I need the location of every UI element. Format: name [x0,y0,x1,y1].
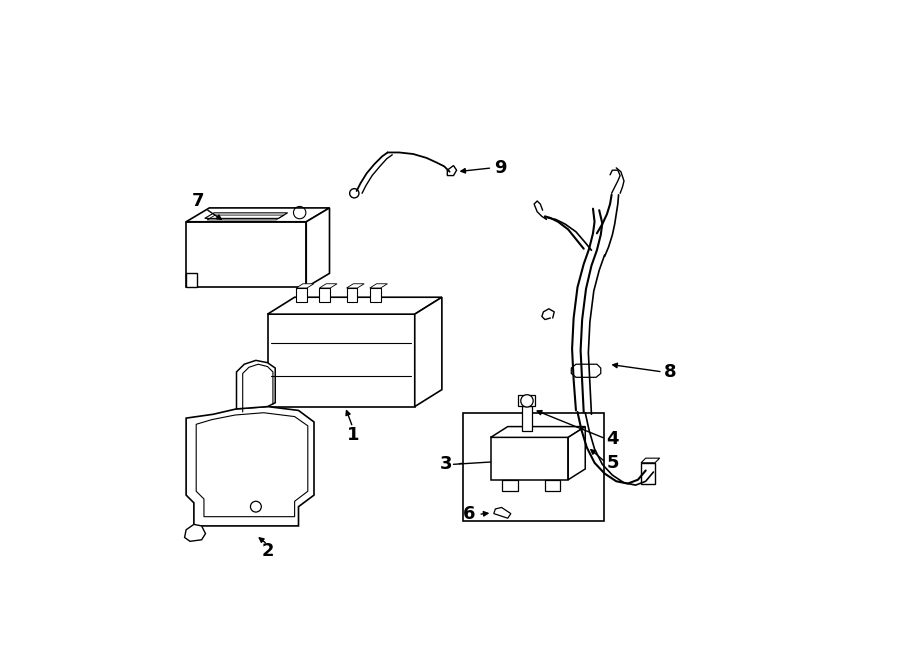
Text: 6: 6 [463,506,475,524]
Circle shape [521,395,533,407]
Text: 7: 7 [192,192,204,210]
Polygon shape [186,407,314,526]
Text: 2: 2 [261,542,274,561]
Polygon shape [641,458,660,463]
Text: 9: 9 [494,159,506,177]
Polygon shape [296,284,314,288]
Polygon shape [502,480,518,490]
Polygon shape [370,284,387,288]
Polygon shape [186,208,329,222]
Polygon shape [320,284,338,288]
Polygon shape [370,288,381,302]
Polygon shape [346,288,357,302]
Polygon shape [568,426,585,480]
Polygon shape [518,395,536,407]
Polygon shape [572,364,601,377]
Polygon shape [346,284,364,288]
Polygon shape [237,360,275,409]
Text: 4: 4 [606,430,618,448]
Polygon shape [184,524,205,541]
Polygon shape [267,297,442,314]
Polygon shape [545,480,561,490]
Polygon shape [641,463,655,484]
Polygon shape [522,407,532,431]
Polygon shape [491,426,585,438]
Polygon shape [491,438,568,480]
Bar [463,412,604,520]
Polygon shape [306,208,329,288]
Text: 1: 1 [346,426,359,444]
Polygon shape [196,412,308,517]
Text: 3: 3 [439,455,452,473]
Text: 5: 5 [606,454,618,472]
Polygon shape [415,297,442,407]
Polygon shape [186,222,306,288]
Polygon shape [186,274,197,288]
Text: 8: 8 [664,363,677,381]
Polygon shape [320,288,330,302]
Polygon shape [267,314,415,407]
Polygon shape [296,288,307,302]
